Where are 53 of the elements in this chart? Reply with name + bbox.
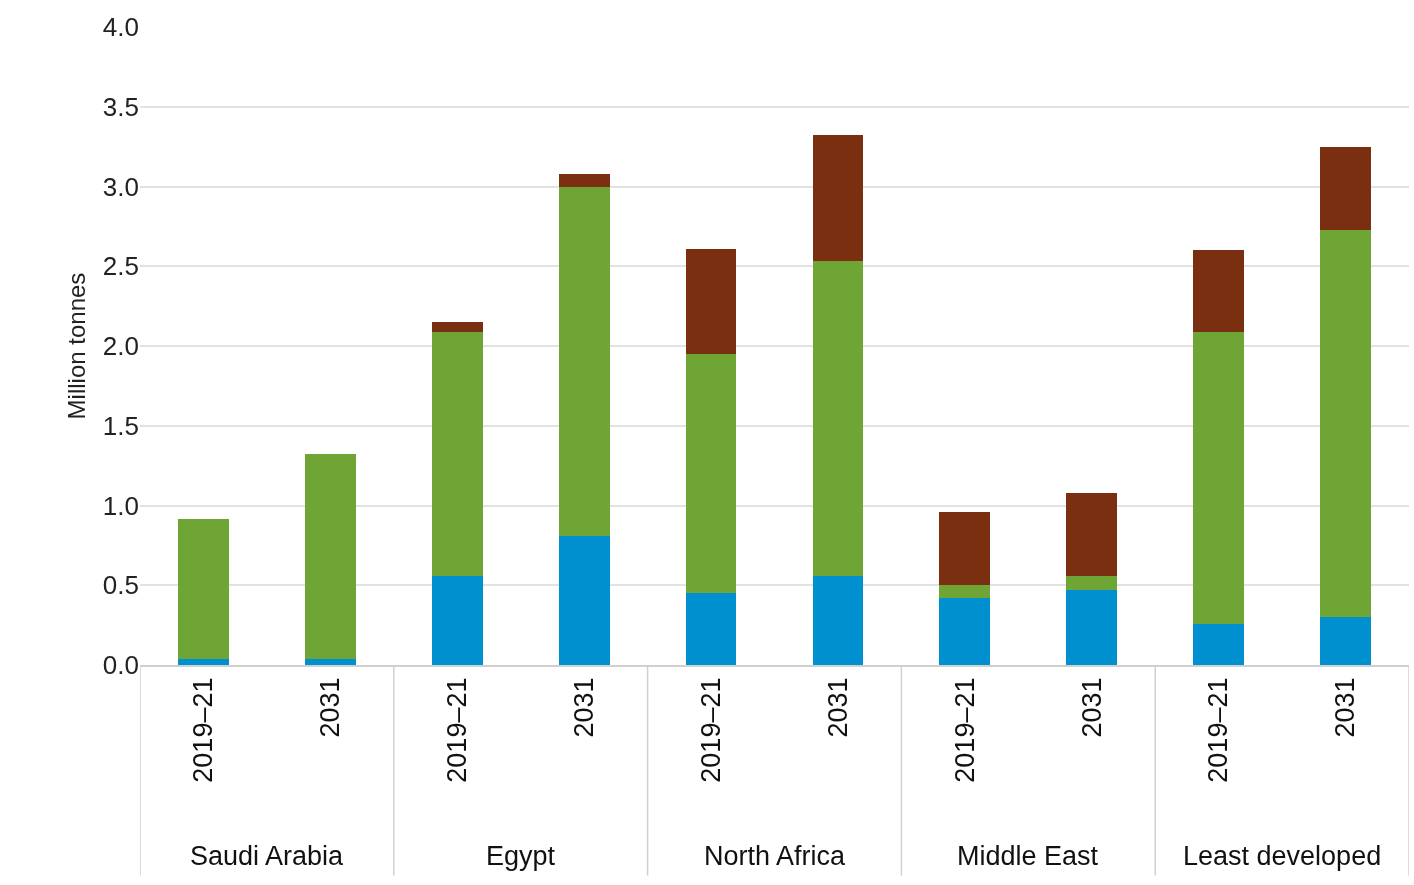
bar [1320,229,1371,618]
bar [939,585,991,599]
bar [1193,623,1245,665]
bar [178,519,229,659]
bar [1320,146,1371,230]
text: Saudi Arabia [190,841,345,871]
x-tick-label: 2031 [822,677,853,738]
y-tick-label: 2.0 [102,331,139,362]
bar [431,331,483,576]
bar [812,261,864,576]
bar [939,511,991,586]
bar [178,658,229,665]
bar [558,535,610,665]
y-tick-label: 0.5 [102,570,139,601]
y-axis-title: Million tonnes [62,272,90,420]
bar [1066,590,1118,665]
x-tick-label: 2019–21 [188,677,219,783]
y-tick-label: 4.0 [102,12,139,43]
bar [1320,617,1371,665]
y-tick-label: 1.0 [102,490,139,521]
x-tick-label: 2031 [315,677,346,738]
bar [939,598,991,665]
bar [304,658,356,665]
y-tick-label: 3.5 [102,91,139,122]
bar [431,575,483,665]
bar [1066,575,1118,591]
x-tick-label: 2019–21 [442,677,473,783]
x-tick-label: 2031 [1330,677,1361,738]
bar [431,322,483,332]
x-tick-label: 2019–21 [695,677,726,783]
bar [685,593,737,665]
text: Egypt [486,841,556,871]
bar [1066,492,1118,576]
y-tick-label: 0.0 [102,650,139,681]
x-tick-label: 2031 [1076,677,1107,738]
bar [812,575,864,665]
x-tick-label: 2019–21 [1203,677,1234,783]
text: North Africa [704,841,847,871]
y-tick-label: 2.5 [102,251,139,282]
bar [1193,250,1245,332]
bar [304,454,356,659]
bar [685,353,737,594]
text: Middle East [957,841,1099,871]
bar [812,135,864,262]
bar [1193,331,1245,624]
bar [685,248,737,354]
bar [558,186,610,536]
bar [558,173,610,187]
y-tick-label: 1.5 [102,410,139,441]
y-tick-label: 3.0 [102,171,139,202]
x-tick-label: 2019–21 [949,677,980,783]
text: Least developed [1183,841,1382,871]
x-tick-label: 2031 [568,677,599,738]
